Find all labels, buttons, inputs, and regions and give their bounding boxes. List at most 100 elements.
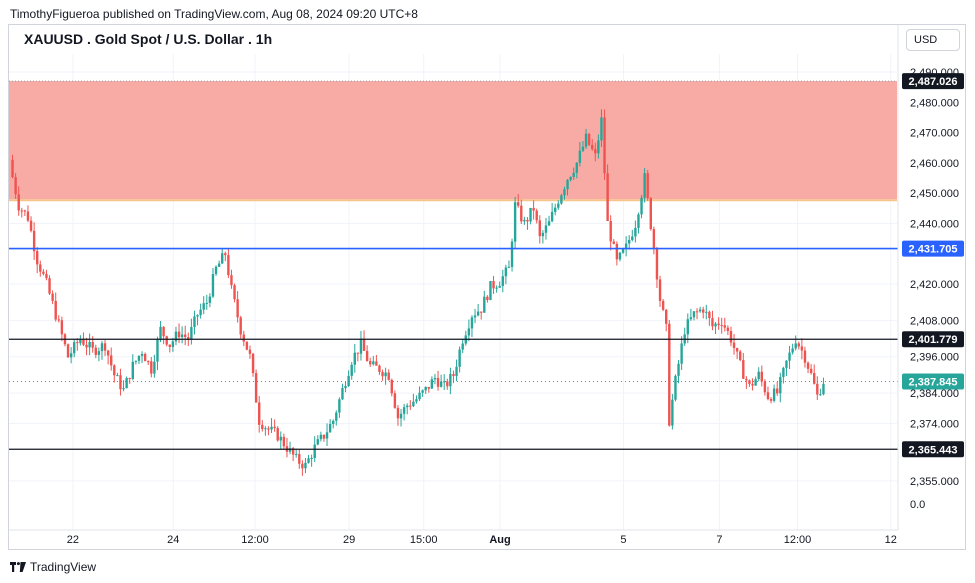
resistance-zone-layer xyxy=(9,80,897,202)
candle-body xyxy=(190,327,193,340)
candle-body xyxy=(680,343,683,364)
candle-body xyxy=(82,339,85,345)
candle-body xyxy=(800,346,804,351)
candle-body xyxy=(535,210,538,221)
candle-body xyxy=(372,361,375,365)
candle-body xyxy=(131,361,134,379)
candle-body xyxy=(116,375,119,377)
x-tick-label: 12 xyxy=(885,534,897,546)
candle-body xyxy=(745,378,748,381)
candle-body xyxy=(147,361,150,363)
candle-body xyxy=(267,428,270,430)
candle-body xyxy=(168,344,171,348)
candle-body xyxy=(162,326,165,337)
y-tick-label: 2,470.000 xyxy=(910,128,959,140)
y-tick-label: 2,408.000 xyxy=(910,315,959,327)
candle-body xyxy=(822,383,825,395)
candle-body xyxy=(328,424,332,433)
candle-body xyxy=(615,243,619,260)
candle-body xyxy=(122,388,125,390)
candle-body xyxy=(184,334,187,338)
candle-body xyxy=(233,285,236,300)
candle-body xyxy=(797,343,800,347)
candle-body xyxy=(498,285,501,288)
currency-button[interactable]: USD xyxy=(906,29,960,51)
candle-body xyxy=(11,159,14,178)
candle-body xyxy=(409,405,412,407)
candle-body xyxy=(119,375,122,390)
candle-body xyxy=(412,401,415,407)
candle-body xyxy=(819,394,822,396)
candle-body xyxy=(443,381,446,383)
chart-title: XAUUSD . Gold Spot / U.S. Dollar . 1h xyxy=(24,31,273,47)
candle-body xyxy=(347,375,350,387)
candle-body xyxy=(301,463,304,469)
candle-body xyxy=(473,315,477,318)
level-price-label: 2,431.705 xyxy=(909,244,958,256)
candle-body xyxy=(384,372,387,377)
candle-body xyxy=(202,303,205,310)
candle-body xyxy=(489,281,492,300)
x-tick-label: 12:00 xyxy=(784,534,812,546)
level-price-tag xyxy=(902,331,964,348)
candle-body xyxy=(291,448,295,455)
publisher-line: TimothyFigueroa published on TradingView… xyxy=(10,7,418,21)
candle-body xyxy=(782,367,785,378)
candle-body xyxy=(763,381,767,393)
candle-body xyxy=(458,349,461,367)
candle-body xyxy=(504,267,508,277)
candle-body xyxy=(541,232,545,237)
candle-body xyxy=(258,402,261,425)
candle-body xyxy=(239,317,242,335)
y-tick-label: 2,480.000 xyxy=(910,97,959,109)
zone-price-tag xyxy=(902,73,964,90)
candle-body xyxy=(520,205,523,222)
candle-body xyxy=(313,444,316,459)
candle-body xyxy=(689,317,693,320)
zone-price-label: 2,487.026 xyxy=(909,76,958,88)
candle-body xyxy=(572,172,575,177)
footer-brand-text: TradingView xyxy=(30,560,97,574)
candle-body xyxy=(85,344,88,348)
candle-body xyxy=(674,375,677,400)
candle-body xyxy=(100,343,104,352)
candle-body xyxy=(23,210,27,212)
y-extra-label: 0.0 xyxy=(910,499,925,511)
candle-body xyxy=(103,343,107,351)
candle-body xyxy=(79,339,82,344)
candle-body xyxy=(322,434,326,439)
candle-body xyxy=(788,352,791,361)
level-price-label: 2,401.779 xyxy=(909,334,958,346)
candle-body xyxy=(128,377,131,379)
tradingview-logo-icon xyxy=(10,562,26,572)
candle-body xyxy=(591,144,594,150)
candle-body xyxy=(606,173,609,221)
footer-brand[interactable]: TradingView xyxy=(10,560,96,574)
candle-body xyxy=(655,248,659,280)
candle-body xyxy=(658,279,662,301)
candle-body xyxy=(652,229,656,249)
candle-body xyxy=(251,353,255,374)
candle-body xyxy=(649,198,652,230)
candle-body xyxy=(809,368,813,374)
candle-body xyxy=(779,377,782,394)
candle-body xyxy=(242,334,245,342)
candle-body xyxy=(581,146,585,151)
candle-body xyxy=(742,360,745,379)
y-tick-label: 2,384.000 xyxy=(910,388,959,400)
candle-body xyxy=(446,381,449,387)
candle-body xyxy=(517,202,520,206)
candle-body xyxy=(177,331,181,338)
candle-body xyxy=(609,220,612,242)
candle-body xyxy=(547,221,551,226)
candle-body xyxy=(735,348,739,352)
candle-body xyxy=(557,203,560,208)
candle-body xyxy=(729,331,733,343)
candle-body xyxy=(785,360,788,368)
candle-body xyxy=(310,458,313,460)
candle-body xyxy=(711,318,714,327)
y-tick-label: 2,440.000 xyxy=(910,218,959,230)
candles-layer xyxy=(11,109,825,476)
candle-body xyxy=(424,386,427,391)
